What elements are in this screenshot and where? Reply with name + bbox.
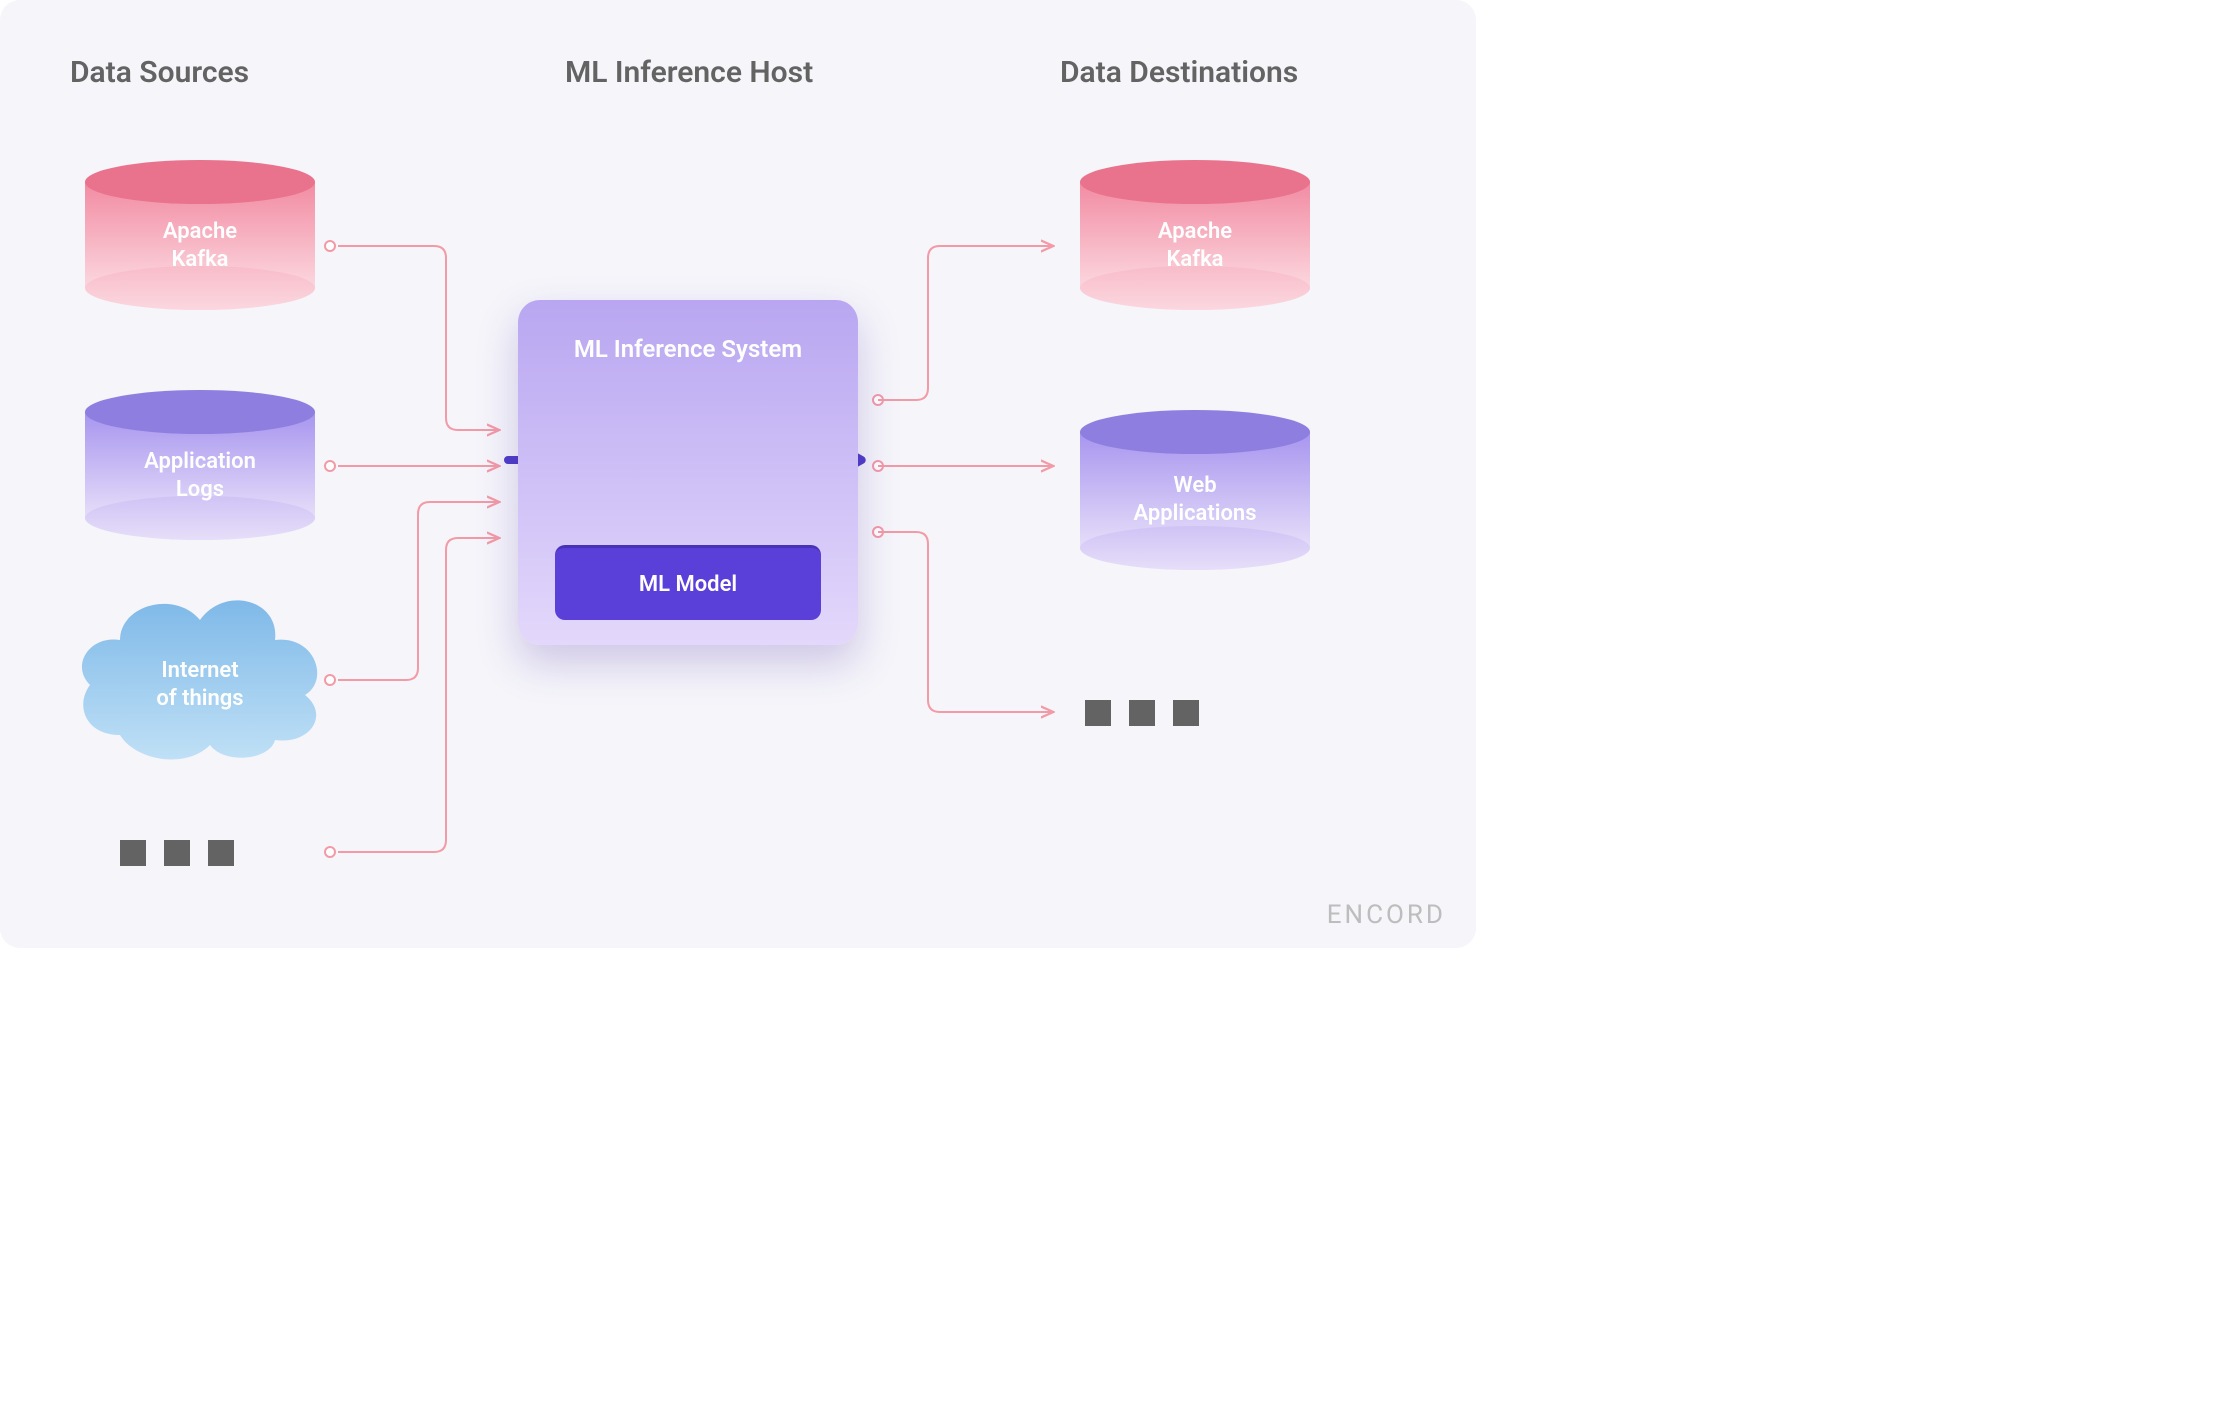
- node-web-dest: WebApplications: [1080, 410, 1310, 570]
- ellipsis-destinations: [1085, 700, 1199, 726]
- node-kafka-source-label: ApacheKafka: [85, 218, 315, 273]
- node-logs-source: ApplicationLogs: [85, 390, 315, 540]
- heading-sources: Data Sources: [70, 55, 249, 90]
- brand-logo: ENCORD: [1327, 900, 1446, 930]
- node-iot-source-label: Internetof things: [65, 657, 335, 712]
- node-kafka-dest: ApacheKafka: [1080, 160, 1310, 310]
- diagram-canvas: Data Sources ML Inference Host Data Dest…: [0, 0, 1476, 948]
- node-kafka-dest-label: ApacheKafka: [1080, 218, 1310, 273]
- heading-destinations: Data Destinations: [1060, 55, 1298, 90]
- inference-system-title: ML Inference System: [518, 335, 858, 363]
- heading-host: ML Inference Host: [565, 55, 813, 90]
- ml-model-label: ML Model: [639, 572, 737, 597]
- node-logs-source-label: ApplicationLogs: [85, 448, 315, 503]
- ellipsis-sources: [120, 840, 234, 866]
- node-kafka-source: ApacheKafka: [85, 160, 315, 310]
- node-iot-source: Internetof things: [65, 585, 335, 765]
- node-web-dest-label: WebApplications: [1080, 472, 1310, 527]
- ml-model-box: ML Model: [555, 545, 821, 620]
